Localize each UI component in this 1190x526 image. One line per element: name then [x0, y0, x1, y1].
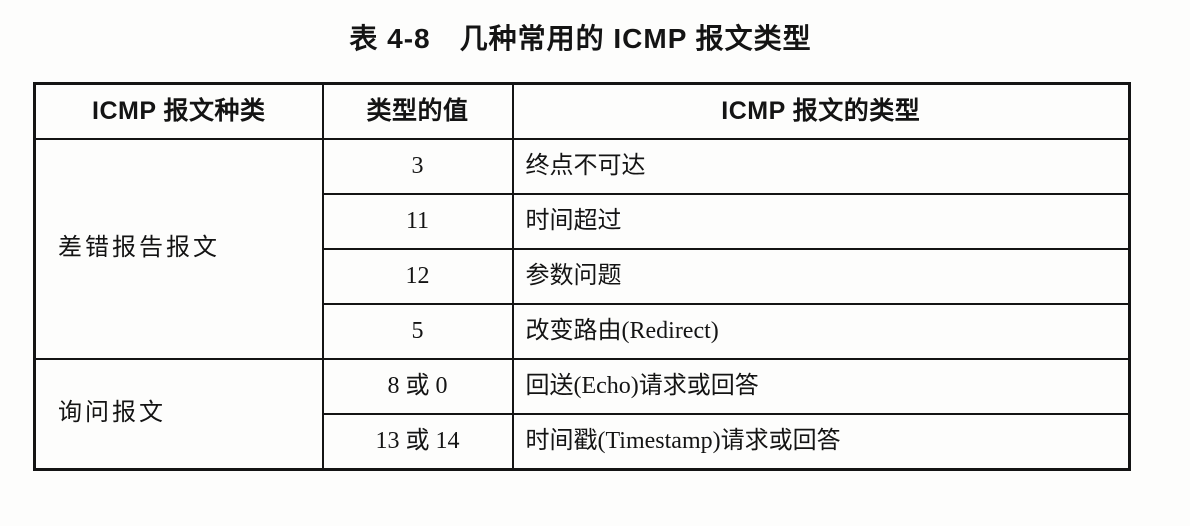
type-value-cell: 8 或 0: [321, 358, 514, 415]
type-name-cell: 终点不可达: [511, 138, 1131, 195]
type-name-cell: 回送(Echo)请求或回答: [511, 358, 1131, 415]
category-query: 询问报文: [33, 358, 324, 471]
header-category: ICMP 报文种类: [33, 82, 324, 140]
table-row: 差错报告报文 3 终点不可达: [33, 138, 1131, 360]
icmp-message-types-table: ICMP 报文种类 类型的值 ICMP 报文的类型 差错报告报文 3 终点不可达…: [33, 82, 1131, 471]
header-row: ICMP 报文种类 类型的值 ICMP 报文的类型: [33, 82, 1131, 140]
table-row: 11 时间超过: [35, 193, 1131, 250]
type-name-cell: 时间超过: [511, 193, 1131, 250]
table-row: 12 参数问题: [35, 248, 1131, 305]
header-type-name: ICMP 报文的类型: [511, 82, 1131, 140]
category-error-report: 差错报告报文: [33, 138, 324, 360]
type-value-cell: 11: [321, 193, 514, 250]
type-name-cell: 改变路由(Redirect): [511, 303, 1131, 360]
type-value-cell: 5: [321, 303, 514, 360]
header-type-value: 类型的值: [321, 82, 514, 140]
type-name-cell: 参数问题: [511, 248, 1131, 305]
table-caption: 表 4-8 几种常用的 ICMP 报文类型: [349, 23, 812, 54]
type-name-cell: 时间戳(Timestamp)请求或回答: [511, 413, 1131, 471]
table-row: 5 改变路由(Redirect): [35, 303, 1131, 360]
table-row: 询问报文 8 或 0 回送(Echo)请求或回答: [33, 358, 1131, 471]
type-value-cell: 13 或 14: [321, 413, 514, 471]
type-value-cell: 3: [321, 138, 514, 195]
type-value-cell: 12: [321, 248, 514, 305]
table-row: 13 或 14 时间戳(Timestamp)请求或回答: [35, 413, 1131, 471]
